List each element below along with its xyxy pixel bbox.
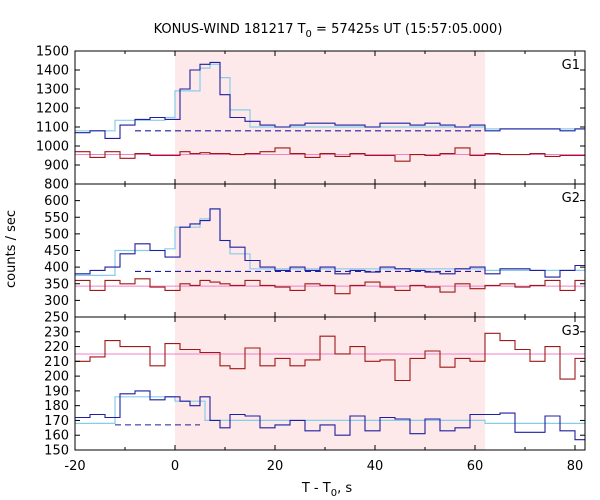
panel-series <box>75 332 585 441</box>
red-series <box>75 278 585 295</box>
burst-interval-shade <box>175 184 485 317</box>
x-tick-label: 80 <box>567 459 584 474</box>
panel-label-g2: G2 <box>562 191 580 206</box>
blue-series <box>75 208 585 278</box>
y-tick-label: 250 <box>44 311 69 326</box>
y-tick-label: 1200 <box>36 102 69 117</box>
x-tick-label: -20 <box>64 459 85 474</box>
y-tick-label: 160 <box>44 429 69 444</box>
x-tick-label: 60 <box>467 459 484 474</box>
y-tick-label: 550 <box>44 211 69 226</box>
y-tick-label: 1400 <box>36 64 69 79</box>
y-tick-label: 350 <box>44 277 69 292</box>
red-series <box>75 332 585 382</box>
burst-interval-shade <box>175 51 485 184</box>
panel-frame <box>74 316 586 451</box>
y-tick-label: 400 <box>44 261 69 276</box>
y-tick-label: 200 <box>44 370 69 385</box>
y-tick-label: 230 <box>44 325 69 340</box>
y-tick-label: 450 <box>44 244 69 259</box>
x-tick-label: 40 <box>367 459 384 474</box>
y-tick-label: 1100 <box>36 121 69 136</box>
chart-title: KONUS-WIND 181217 T0 = 57425s UT (15:57:… <box>154 22 503 40</box>
y-tick-label: 900 <box>44 159 69 174</box>
y-tick-label: 1500 <box>36 45 69 60</box>
y-tick-label: 220 <box>44 340 69 355</box>
y-tick-label: 300 <box>44 294 69 309</box>
panel-label-g1: G1 <box>562 58 580 73</box>
red-series <box>75 147 585 162</box>
y-tick-label: 170 <box>44 414 69 429</box>
panel-series <box>75 208 585 295</box>
y-tick-label: 1000 <box>36 140 69 155</box>
y-tick-label: 500 <box>44 227 69 242</box>
blue-series <box>75 390 585 441</box>
x-tick-label: 20 <box>267 459 284 474</box>
x-axis-label: T - T0, s <box>301 481 352 499</box>
x-tick-labels: -20 0 20 40 60 80 <box>64 459 583 474</box>
y-tick-label: 600 <box>44 194 69 209</box>
panel-label-g3: G3 <box>562 324 580 339</box>
y-tick-label: 150 <box>44 444 69 459</box>
panels: 800 900 1000 1100 1200 1300 1400 1500 G1 250 300 35… <box>36 45 586 459</box>
y-tick-label: 800 <box>44 178 69 193</box>
blue-series <box>75 61 585 139</box>
panel-g1: 800 900 1000 1100 1200 1300 1400 1500 G1 <box>36 45 586 193</box>
panel-series <box>75 61 585 162</box>
y-tick-label: 190 <box>44 384 69 399</box>
y-tick-label: 210 <box>44 355 69 370</box>
y-tick-label: 1300 <box>36 83 69 98</box>
y-tick-label: 180 <box>44 399 69 414</box>
y-axis-label: counts / sec <box>4 210 19 288</box>
burst-interval-shade <box>175 317 485 450</box>
x-tick-label: 0 <box>171 459 179 474</box>
